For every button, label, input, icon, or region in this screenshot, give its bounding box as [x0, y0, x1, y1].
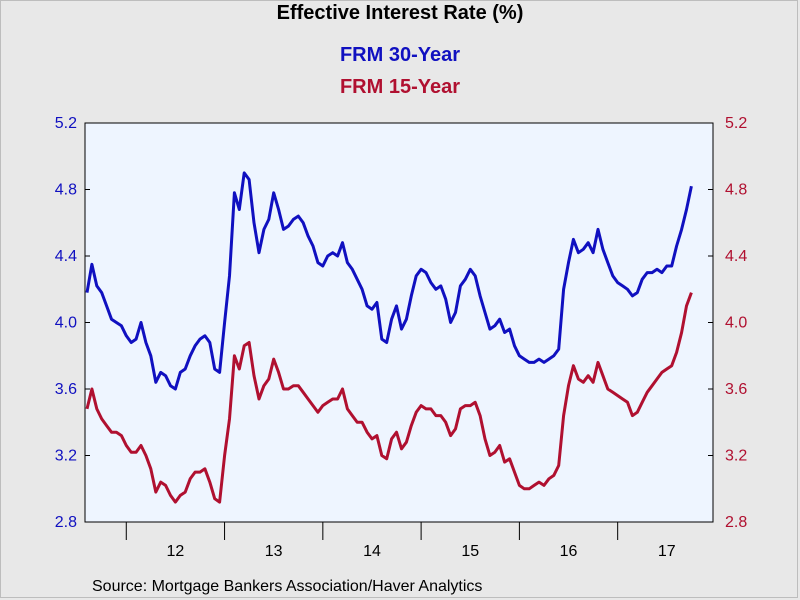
x-tick-label: 12: [167, 543, 185, 560]
x-tick-label: 14: [363, 543, 381, 560]
y-tick-label-right: 5.2: [725, 115, 747, 132]
y-tick-label-right: 4.0: [725, 315, 747, 332]
x-tick-label: 16: [560, 543, 578, 560]
y-tick-label-left: 4.0: [55, 315, 77, 332]
legend-frm-15-year: FRM 15-Year: [339, 76, 461, 98]
source-note: Source: Mortgage Bankers Association/Hav…: [92, 578, 483, 595]
y-tick-label-right: 4.4: [725, 248, 747, 265]
y-tick-label-right: 4.8: [725, 182, 747, 199]
chart-title: Effective Interest Rate (%): [276, 2, 524, 24]
x-tick-label: 13: [265, 543, 283, 560]
y-tick-label-left: 4.4: [55, 248, 77, 265]
y-tick-label-left: 4.8: [55, 182, 77, 199]
y-tick-label-left: 5.2: [55, 115, 77, 132]
y-tick-label-left: 3.6: [55, 381, 77, 398]
y-tick-label-left: 3.2: [55, 448, 77, 465]
legend-frm-30-year: FRM 30-Year: [339, 44, 461, 66]
series-line-frm-15-year: [85, 292, 693, 504]
y-tick-label-left: 2.8: [55, 514, 77, 531]
x-tick-label: 17: [658, 543, 676, 560]
x-tick-label: 15: [461, 543, 479, 560]
y-tick-label-right: 3.2: [725, 448, 747, 465]
y-tick-label-right: 3.6: [725, 381, 747, 398]
series-line-frm-30-year: [85, 171, 693, 391]
y-tick-label-right: 2.8: [725, 514, 747, 531]
